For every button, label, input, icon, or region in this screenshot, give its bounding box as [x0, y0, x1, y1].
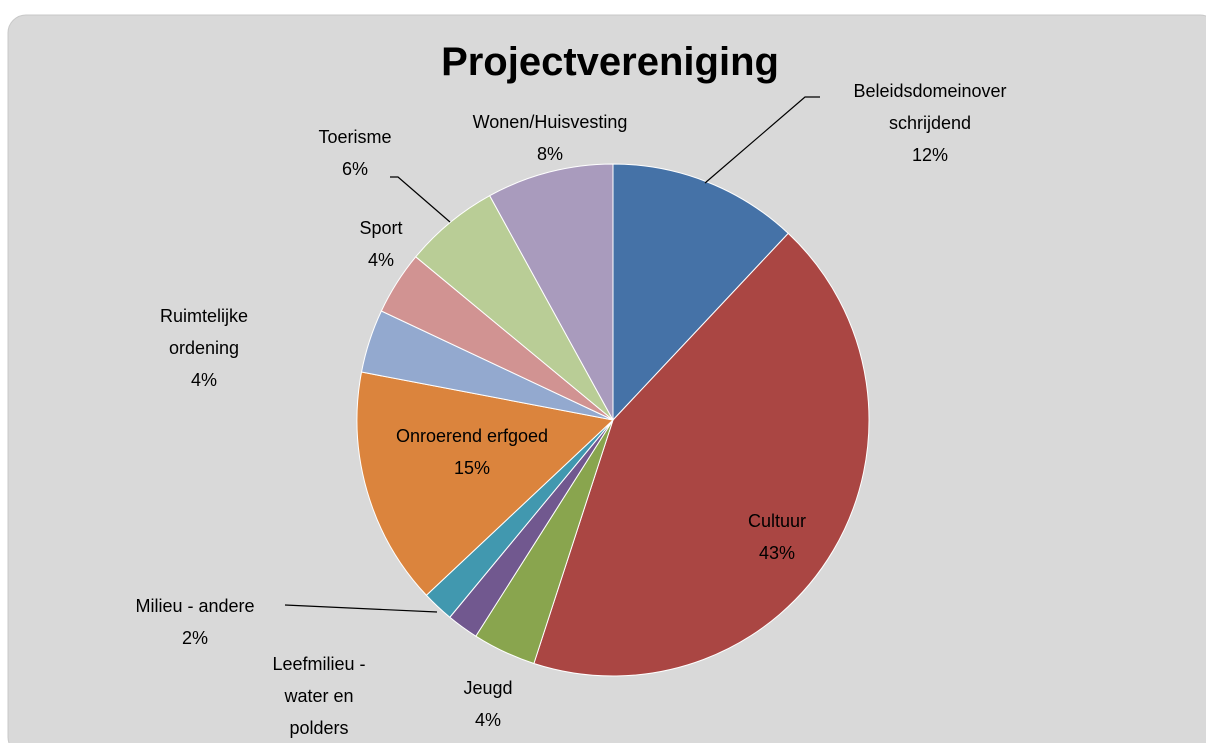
category-label: Cultuur [747, 511, 807, 531]
value-label: 2% [181, 628, 208, 648]
slice-label: Milieu - andere 2% [95, 590, 295, 654]
leader-line [390, 176, 451, 223]
category-label: Wonen/Huisvesting [472, 112, 628, 132]
category-label: Leefmilieu - water en polders [272, 654, 366, 738]
slice [356, 371, 615, 596]
category-label: Jeugd [463, 678, 513, 698]
slice [533, 232, 870, 677]
value-label: 6% [341, 159, 368, 179]
value-label: 4% [367, 250, 394, 270]
slice [612, 163, 789, 422]
slice-label: Ruimtelijke ordening 4% [149, 300, 259, 396]
value-label: 12% [911, 145, 949, 165]
slice [488, 163, 614, 421]
category-label: Beleidsdomeinoverschrijdend [853, 81, 1007, 133]
category-label: Milieu - andere [135, 596, 255, 616]
value-label: 8% [536, 144, 563, 164]
value-label: 4% [190, 370, 217, 390]
slice-label: Beleidsdomeinoverschrijdend 12% [850, 75, 1010, 171]
category-label: Toerisme [318, 127, 392, 147]
leader-line [284, 604, 438, 613]
value-label: 15% [453, 458, 491, 478]
slice-label: Cultuur 43% [717, 505, 837, 569]
slice-label: Toerisme 6% [305, 121, 405, 185]
slice-label: Leefmilieu - water en polders [269, 648, 369, 743]
category-label: Ruimtelijke ordening [159, 306, 249, 358]
slice-label: Onroerend erfgoed 15% [362, 420, 582, 484]
slice-label: Jeugd 4% [438, 672, 538, 736]
category-label: Sport [359, 218, 403, 238]
slice-label: Wonen/Huisvesting 8% [430, 106, 670, 170]
value-label: 43% [758, 543, 796, 563]
leader-line [704, 96, 820, 184]
slices [356, 163, 870, 677]
category-label: Onroerend erfgoed [395, 426, 549, 446]
value-label: 4% [474, 710, 501, 730]
slice-label: Sport 4% [331, 212, 431, 276]
chart-title: Projectvereniging [441, 40, 779, 84]
